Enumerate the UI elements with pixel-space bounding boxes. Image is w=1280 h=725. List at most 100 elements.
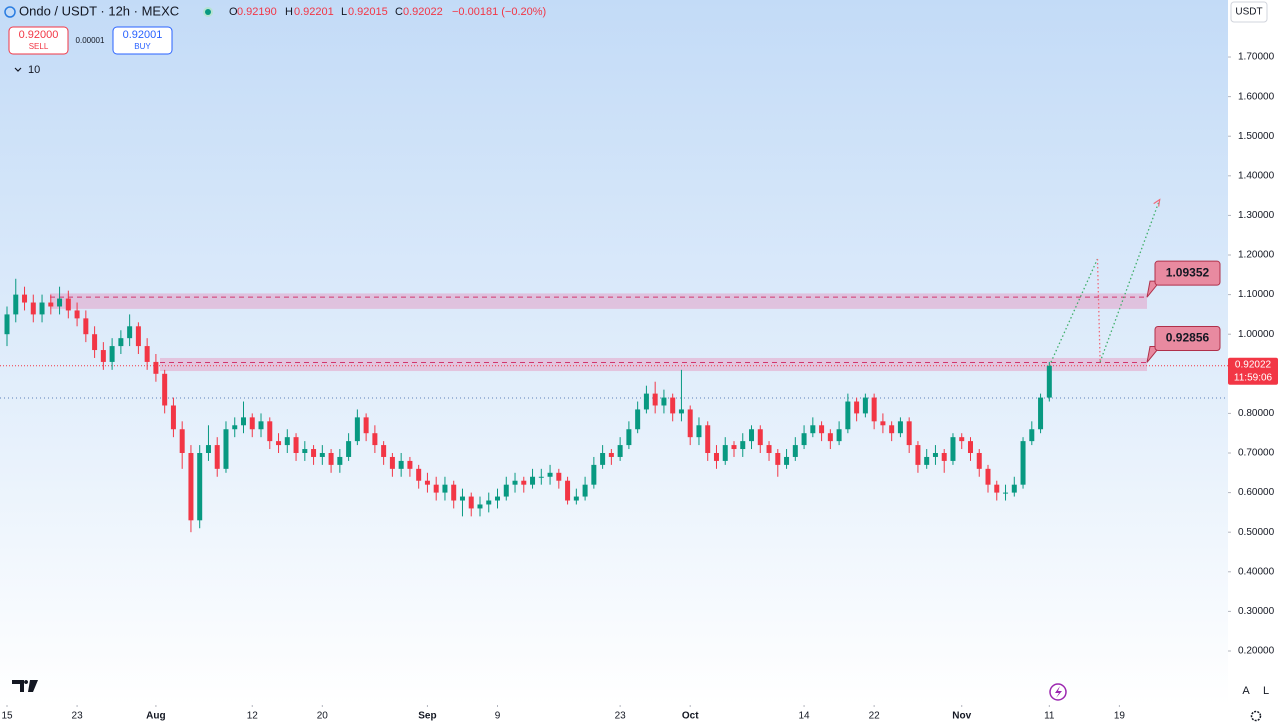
candle-body xyxy=(416,468,422,481)
candle-body xyxy=(565,480,571,501)
zone-callout xyxy=(1154,325,1221,351)
candle-body xyxy=(389,456,395,469)
x-tick-label: 11 xyxy=(1044,711,1055,722)
candle-body xyxy=(30,302,36,315)
symbol-title[interactable]: Ondo / USDT · 12h · MEXC xyxy=(19,3,179,18)
candle-body xyxy=(13,294,19,315)
projection-segment xyxy=(1096,258,1101,362)
currency-button[interactable] xyxy=(1230,1,1268,23)
candle-body xyxy=(477,504,483,509)
sell-label[interactable]: SELL xyxy=(29,42,49,51)
candle-body xyxy=(153,361,159,374)
candle-body xyxy=(608,452,614,457)
candle-body xyxy=(600,452,606,465)
candle-body xyxy=(83,318,89,335)
last-price-label: 0.92022 xyxy=(1235,359,1272,370)
candle-body xyxy=(135,326,141,347)
candle-body xyxy=(915,445,921,465)
candle-body xyxy=(635,409,641,430)
ohlc-legend: O 0.92190 H 0.92201 L 0.92015 C 0.92022 … xyxy=(229,6,546,18)
candle-body xyxy=(442,484,448,493)
candle-body xyxy=(74,310,80,319)
candle-body xyxy=(845,401,851,430)
candle-body xyxy=(1003,492,1009,494)
candle-body xyxy=(643,393,649,410)
candle-body xyxy=(354,417,360,442)
indicators-toggle[interactable] xyxy=(14,67,22,72)
candle-body xyxy=(407,460,413,469)
candle-body xyxy=(862,397,868,414)
ohlc-value: 0.92201 xyxy=(294,6,334,18)
candle-body xyxy=(170,405,176,430)
series-layer: 1.09352 0.92856 xyxy=(0,198,1228,533)
sell-price[interactable]: 0.92000 xyxy=(19,29,59,41)
plot-background xyxy=(0,0,1228,705)
candle-body xyxy=(512,480,518,485)
candle-body xyxy=(486,500,492,505)
auto-scale[interactable]: A xyxy=(1242,685,1250,697)
settings-icon[interactable] xyxy=(1250,710,1262,722)
zone-callout xyxy=(1154,260,1221,286)
candle-body xyxy=(792,445,798,457)
candle-body xyxy=(784,456,790,465)
zone-callout-label: 1.09352 xyxy=(1166,265,1210,279)
sell-button[interactable]: 0.92000 SELL xyxy=(8,26,69,55)
currency-label[interactable]: USDT xyxy=(1235,7,1262,18)
log-scale[interactable]: L xyxy=(1263,685,1269,697)
candle-body xyxy=(854,401,860,414)
candle-body xyxy=(967,441,973,453)
candle-body xyxy=(652,393,658,406)
candle-body xyxy=(293,437,299,453)
y-tick-label: 0.20000 xyxy=(1238,646,1275,657)
candle-body xyxy=(398,460,404,469)
candle-body xyxy=(687,409,693,438)
candle-body xyxy=(749,429,755,442)
candle-body xyxy=(1046,365,1052,398)
y-tick-label: 0.50000 xyxy=(1238,527,1275,538)
buy-label[interactable]: BUY xyxy=(134,42,151,51)
candle-body xyxy=(932,452,938,457)
candle-body xyxy=(924,456,930,465)
buy-box[interactable] xyxy=(112,26,173,55)
countdown-label: 11:59:06 xyxy=(1234,372,1273,383)
ohlc-value: 0.92022 xyxy=(403,6,443,18)
zone-band xyxy=(50,293,1147,309)
candle-body xyxy=(740,441,746,450)
candle-body xyxy=(232,425,238,430)
x-tick-label: 20 xyxy=(317,711,329,722)
candle-body xyxy=(179,429,185,453)
y-tick-label: 1.70000 xyxy=(1238,52,1275,63)
buy-button[interactable]: 0.92001 BUY xyxy=(112,26,173,55)
candle-body xyxy=(819,425,825,434)
candle-body xyxy=(197,452,203,521)
x-tick-label: 19 xyxy=(1114,711,1126,722)
zone-band xyxy=(160,357,1147,372)
candle-body xyxy=(65,298,71,311)
candle-body xyxy=(223,429,229,469)
indicators-count[interactable]: 10 xyxy=(28,64,40,76)
candle-body xyxy=(530,476,536,485)
sell-box[interactable] xyxy=(8,26,69,55)
ohlc-key: O xyxy=(229,6,238,18)
candle-body xyxy=(836,429,842,442)
buy-price[interactable]: 0.92001 xyxy=(123,29,163,41)
candle-body xyxy=(311,449,317,457)
candle-body xyxy=(267,421,273,442)
candle-body xyxy=(363,417,369,434)
last-price-box xyxy=(1228,357,1278,385)
candle-body xyxy=(810,425,816,434)
x-tick-label: 15 xyxy=(1,711,13,722)
candle-body xyxy=(276,441,282,446)
tv-logo[interactable] xyxy=(12,680,38,692)
candle-body xyxy=(591,464,597,485)
ohlc-key: L xyxy=(341,6,347,18)
candle-body xyxy=(451,484,457,501)
candle-body xyxy=(302,449,308,453)
x-tick-label: 9 xyxy=(495,711,501,722)
ohlc-key: H xyxy=(285,6,293,18)
y-tick-label: 0.40000 xyxy=(1238,566,1275,577)
candle-body xyxy=(319,452,325,457)
y-tick-label: 1.10000 xyxy=(1238,289,1275,300)
candle-body xyxy=(985,468,991,485)
